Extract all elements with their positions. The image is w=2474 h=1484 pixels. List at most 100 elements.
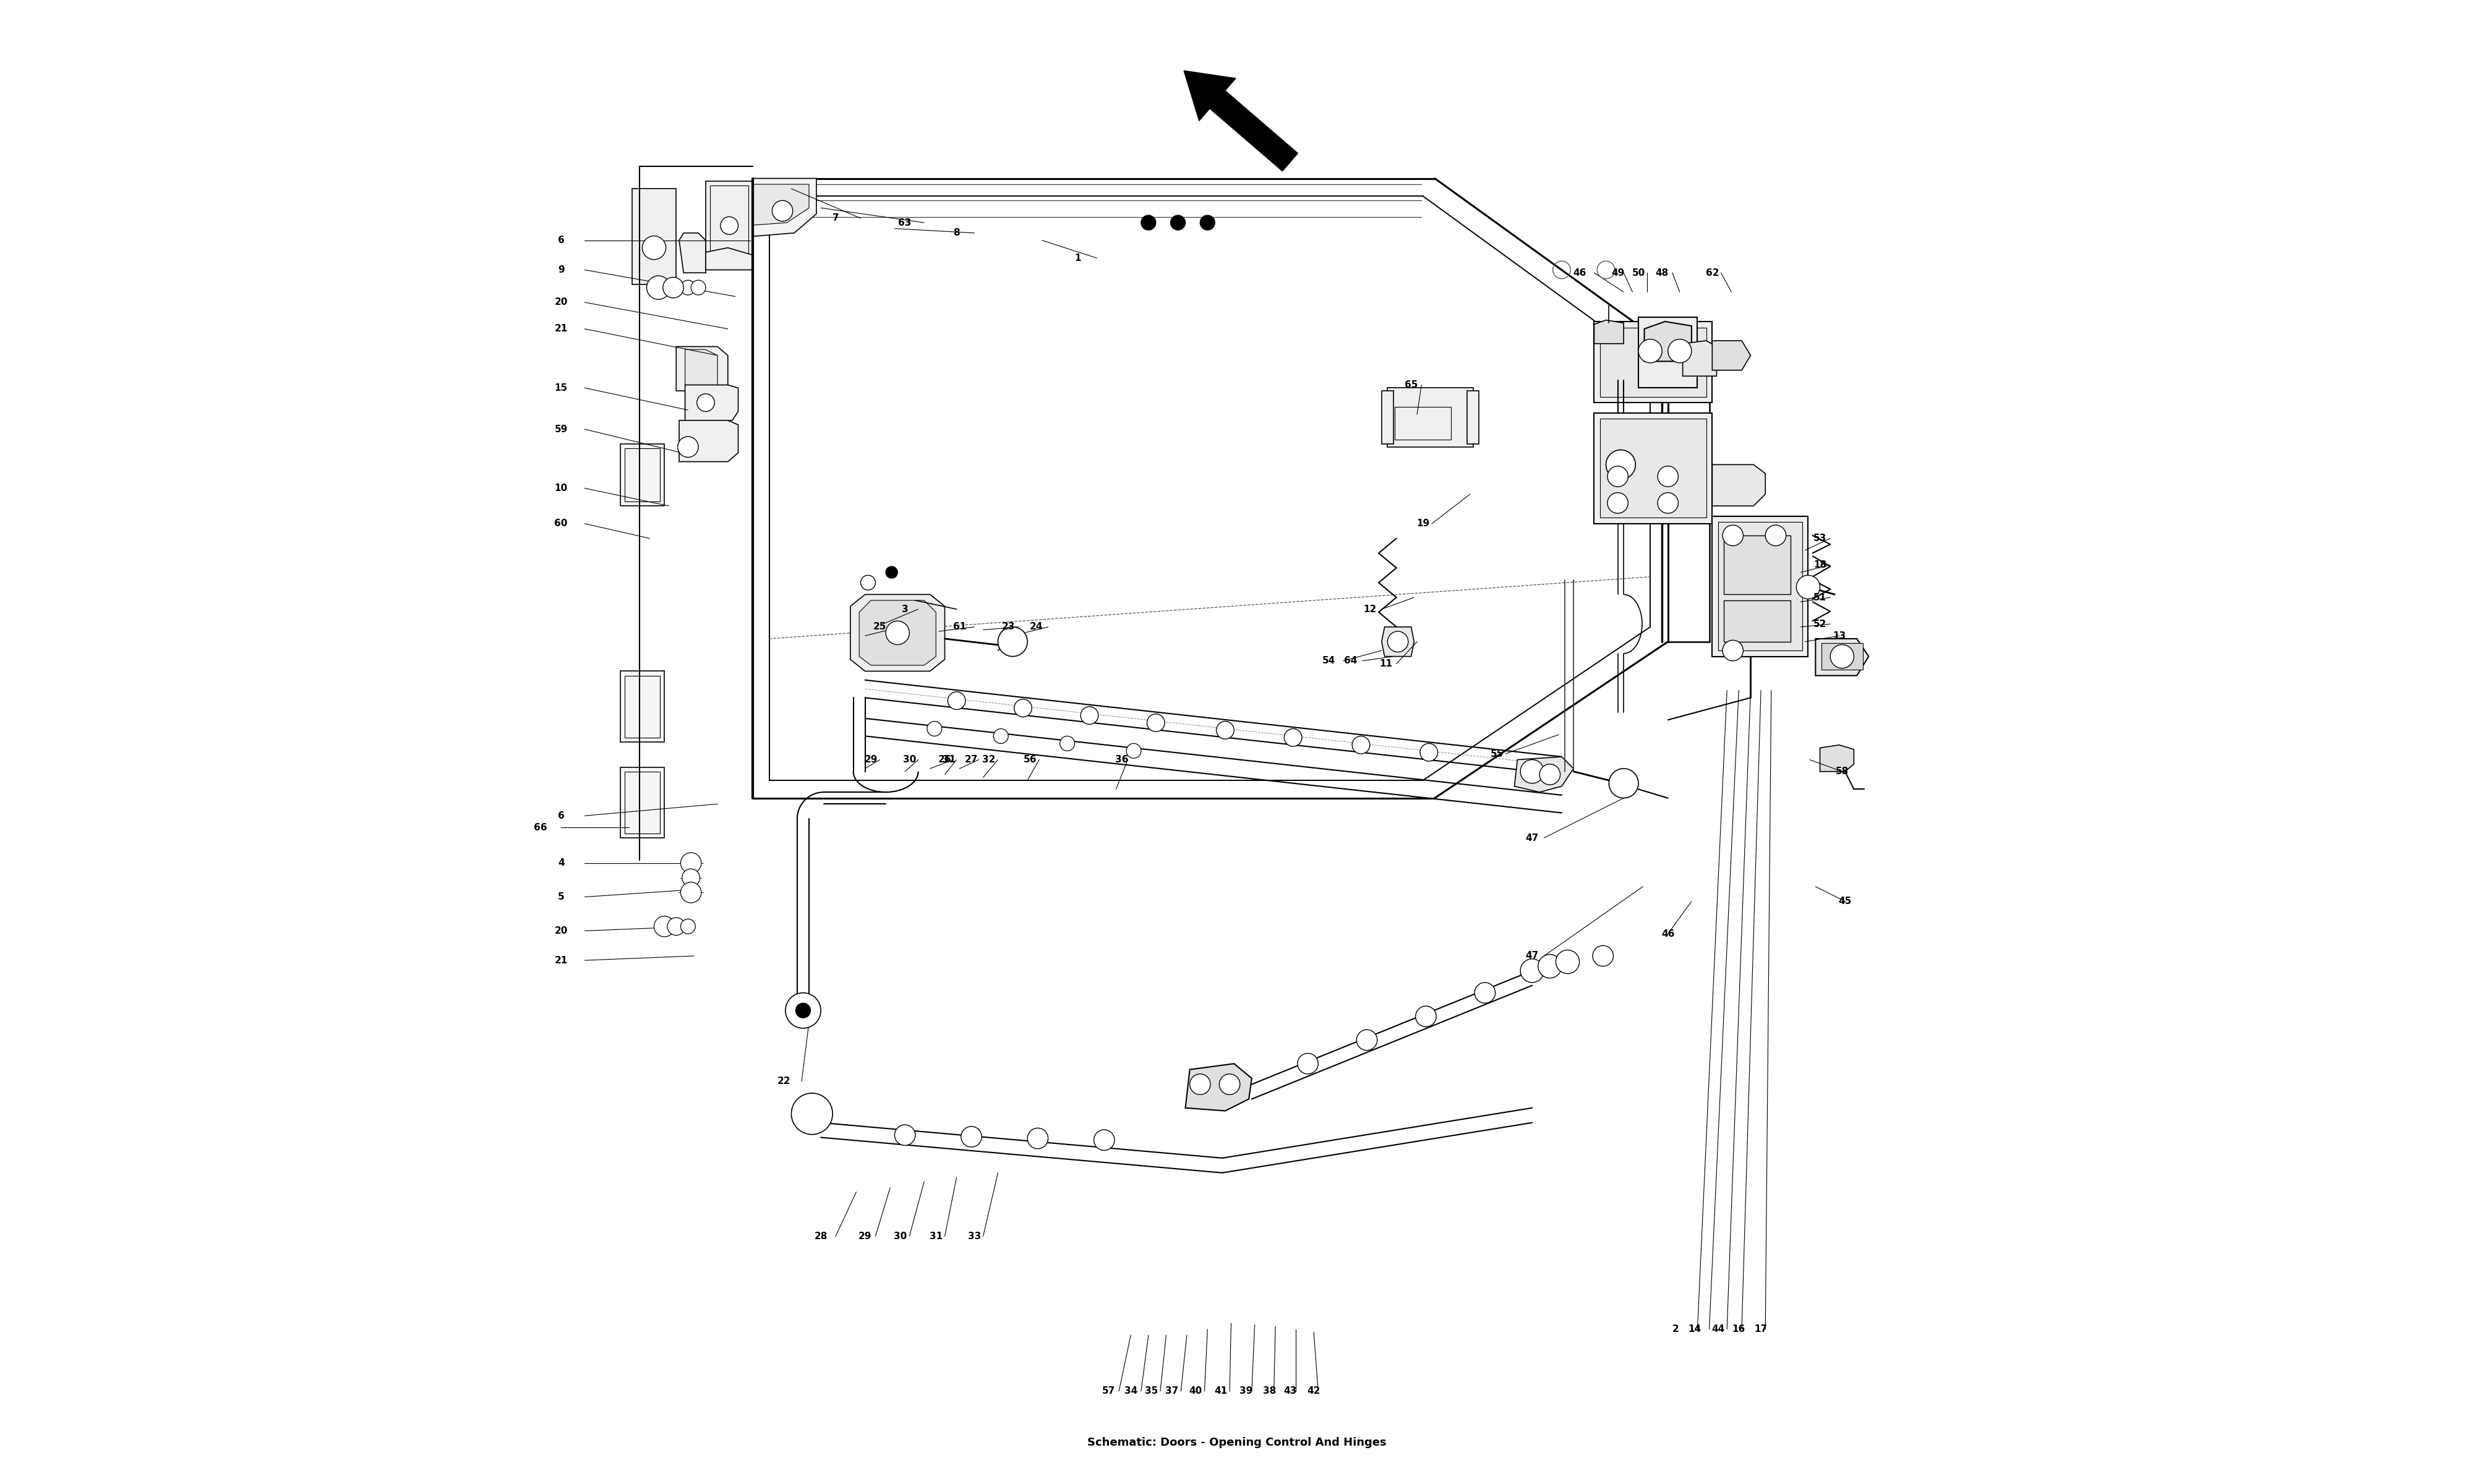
Text: 46: 46 <box>1663 929 1675 938</box>
Circle shape <box>1141 215 1155 230</box>
Circle shape <box>1539 954 1561 978</box>
Circle shape <box>1667 340 1692 362</box>
Circle shape <box>1539 764 1561 785</box>
Circle shape <box>861 576 876 591</box>
Circle shape <box>1296 1054 1319 1074</box>
Circle shape <box>1522 959 1544 982</box>
Text: Schematic: Doors - Opening Control And Hinges: Schematic: Doors - Opening Control And H… <box>1089 1438 1385 1448</box>
Polygon shape <box>675 347 727 390</box>
Text: 62: 62 <box>1705 269 1719 278</box>
Bar <box>621 444 666 506</box>
Text: 28: 28 <box>814 1232 826 1241</box>
Text: 64: 64 <box>1343 656 1358 665</box>
Text: 23: 23 <box>1002 622 1014 632</box>
Bar <box>1601 418 1707 518</box>
Circle shape <box>1094 1129 1113 1150</box>
Text: 49: 49 <box>1611 269 1625 278</box>
Text: 20: 20 <box>554 298 567 307</box>
Circle shape <box>1014 699 1032 717</box>
Circle shape <box>1284 729 1301 746</box>
Circle shape <box>784 993 821 1028</box>
Polygon shape <box>740 178 816 237</box>
Circle shape <box>1722 640 1744 660</box>
Text: 30: 30 <box>893 1232 908 1241</box>
Circle shape <box>1658 493 1677 513</box>
Bar <box>631 188 675 285</box>
Circle shape <box>1608 493 1628 513</box>
Text: 8: 8 <box>952 229 960 237</box>
Polygon shape <box>747 184 809 226</box>
Text: 18: 18 <box>1813 561 1826 570</box>
Text: 6: 6 <box>557 812 564 821</box>
Circle shape <box>1608 769 1638 798</box>
Bar <box>1638 318 1697 387</box>
Circle shape <box>683 870 700 886</box>
Circle shape <box>1796 576 1821 600</box>
Circle shape <box>797 1003 811 1018</box>
Text: 5: 5 <box>557 892 564 902</box>
Polygon shape <box>1712 341 1752 370</box>
Circle shape <box>1522 760 1544 784</box>
Text: 3: 3 <box>901 604 908 614</box>
Text: 29: 29 <box>858 1232 871 1241</box>
Text: 50: 50 <box>1633 269 1645 278</box>
Circle shape <box>1556 950 1578 974</box>
Text: 6: 6 <box>557 236 564 245</box>
Polygon shape <box>1821 745 1853 772</box>
Circle shape <box>1170 215 1185 230</box>
Text: 51: 51 <box>1813 592 1826 603</box>
FancyArrow shape <box>1185 71 1299 171</box>
Text: 21: 21 <box>554 324 567 334</box>
Text: 9: 9 <box>557 266 564 275</box>
Text: 53: 53 <box>1813 534 1826 543</box>
Polygon shape <box>1380 626 1415 656</box>
Circle shape <box>643 236 666 260</box>
Text: 56: 56 <box>1024 755 1037 764</box>
Bar <box>621 671 666 742</box>
Text: 4: 4 <box>557 858 564 868</box>
Bar <box>1601 328 1707 396</box>
Text: 30: 30 <box>903 755 915 764</box>
Circle shape <box>886 620 910 644</box>
Bar <box>1467 390 1479 444</box>
Text: 37: 37 <box>1165 1386 1178 1396</box>
Circle shape <box>698 393 715 411</box>
Circle shape <box>680 919 695 933</box>
Circle shape <box>1190 1074 1210 1095</box>
Text: 24: 24 <box>1029 622 1044 632</box>
Bar <box>1724 536 1791 595</box>
Circle shape <box>1722 525 1744 546</box>
Text: 1: 1 <box>1074 254 1081 263</box>
Circle shape <box>1420 743 1437 761</box>
Circle shape <box>1415 1006 1437 1027</box>
Text: 43: 43 <box>1284 1386 1296 1396</box>
Circle shape <box>678 436 698 457</box>
Text: 63: 63 <box>898 218 910 227</box>
Text: 27: 27 <box>965 755 977 764</box>
Text: 16: 16 <box>1732 1325 1744 1334</box>
Circle shape <box>663 278 683 298</box>
Text: 44: 44 <box>1712 1325 1724 1334</box>
Circle shape <box>668 917 685 935</box>
Circle shape <box>948 692 965 709</box>
Circle shape <box>1200 215 1215 230</box>
Text: 10: 10 <box>554 484 567 493</box>
Text: 11: 11 <box>1380 659 1393 668</box>
Circle shape <box>1353 736 1371 754</box>
Text: 2: 2 <box>1672 1325 1680 1334</box>
Text: 65: 65 <box>1405 380 1418 390</box>
Bar <box>1712 516 1808 656</box>
Text: 21: 21 <box>554 956 567 965</box>
Text: 45: 45 <box>1838 896 1851 905</box>
Text: 36: 36 <box>1116 755 1128 764</box>
Bar <box>1717 522 1801 650</box>
Text: 29: 29 <box>863 755 878 764</box>
Circle shape <box>1126 743 1141 758</box>
Circle shape <box>1388 631 1408 651</box>
Circle shape <box>997 626 1027 656</box>
Text: 32: 32 <box>982 755 995 764</box>
Polygon shape <box>685 384 737 420</box>
Text: 33: 33 <box>967 1232 980 1241</box>
Polygon shape <box>1682 341 1717 375</box>
Polygon shape <box>693 420 722 450</box>
